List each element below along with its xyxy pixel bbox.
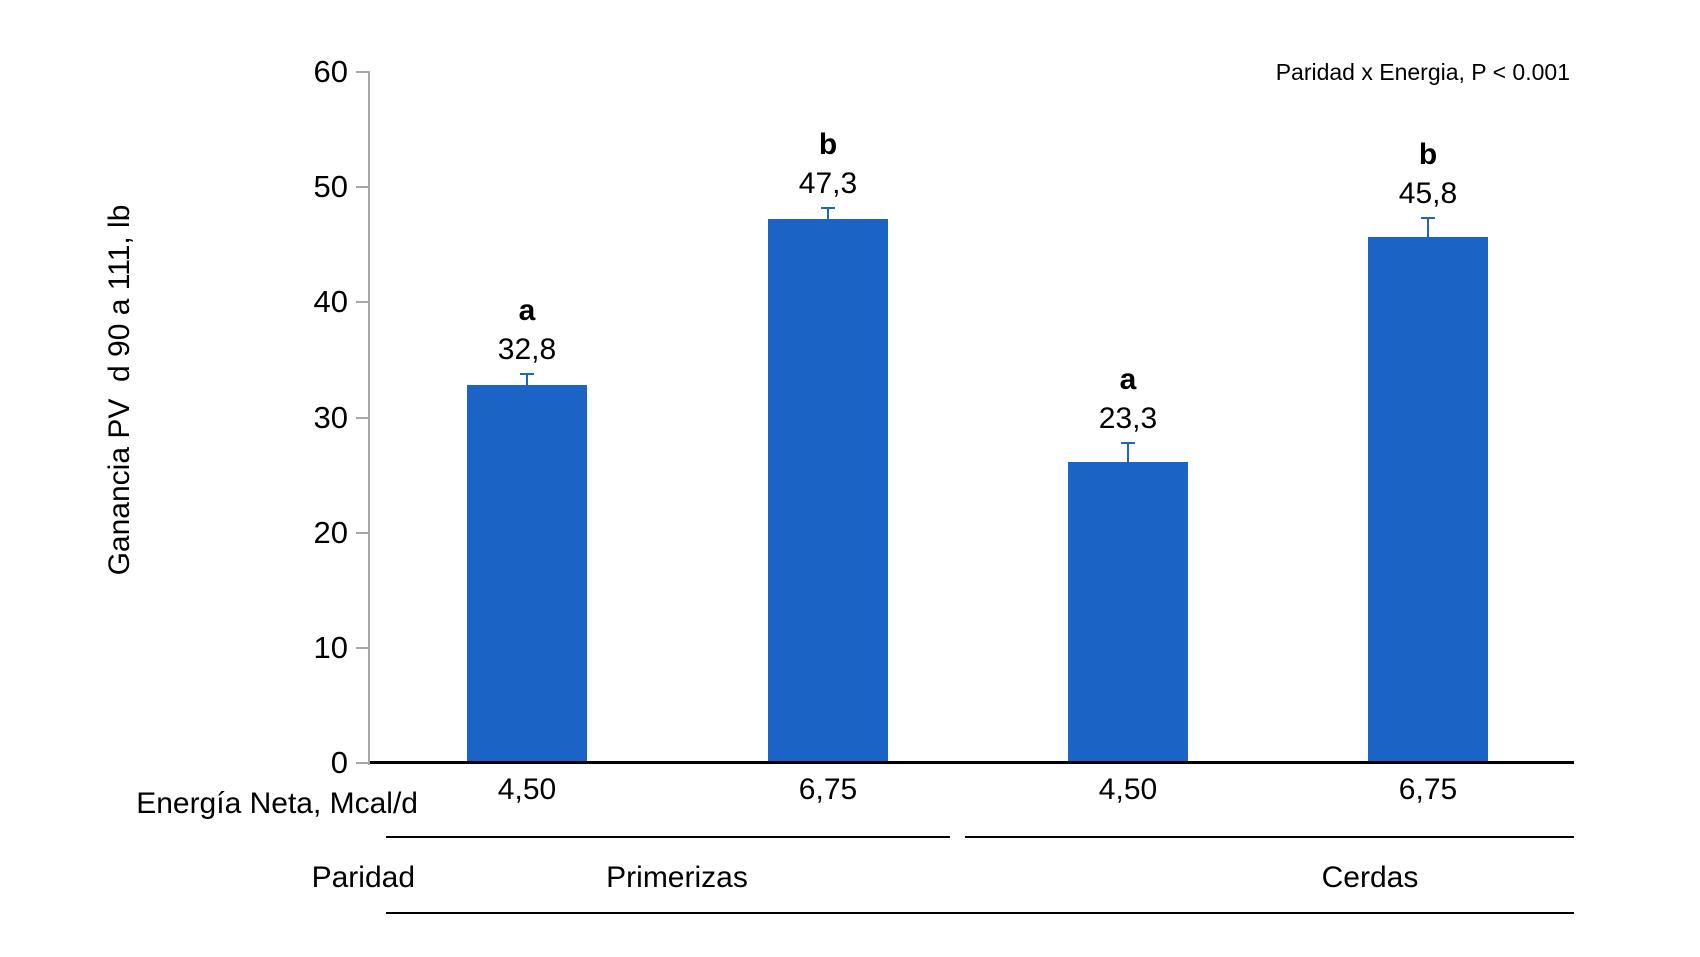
bar-2 (768, 219, 888, 763)
group-label-cerdas: Cerdas (1321, 861, 1419, 894)
parity-row-underline (386, 912, 1574, 914)
error-bar-line (827, 207, 829, 220)
y-tick-label: 50 (313, 169, 348, 205)
y-axis-line (368, 72, 370, 765)
y-tick-mark (356, 531, 370, 534)
significance-letter: a (518, 293, 536, 327)
energy-tick-label: 4,50 (1098, 773, 1158, 806)
group-label-primerizas: Primerizas (606, 861, 748, 894)
error-bar-line (526, 373, 528, 386)
stats-annotation: Paridad x Energia, P < 0.001 (1275, 59, 1570, 85)
y-axis-title: Ganancia PV d 90 a 111, lb (103, 204, 136, 576)
error-bar-cap (1121, 441, 1135, 444)
significance-letter: b (818, 127, 838, 161)
y-tick-mark (356, 646, 370, 649)
significance-letter: b (1418, 138, 1438, 172)
bar-value-label: 23,3 (1098, 401, 1158, 435)
bar-1 (467, 385, 587, 763)
group-underline-cerdas (965, 836, 1574, 838)
x-axis-line (370, 761, 1574, 764)
energy-tick-label: 4,50 (497, 773, 557, 806)
error-bar-cap (520, 372, 534, 375)
energy-tick-label: 6,75 (1398, 773, 1458, 806)
significance-letter: a (1119, 362, 1137, 396)
bar-value-label: 45,8 (1398, 177, 1458, 211)
y-tick-mark (356, 186, 370, 189)
energy-row-label: Energía Neta, Mcal/d (136, 787, 418, 820)
y-tick-label: 20 (313, 514, 348, 550)
y-tick-label: 60 (313, 54, 348, 89)
y-tick-label: 0 (330, 745, 348, 780)
error-bar-line (1127, 442, 1129, 463)
bar-value-label: 47,3 (798, 166, 858, 200)
y-tick-mark (356, 762, 370, 764)
error-bar-cap (821, 206, 835, 209)
bar-4 (1368, 236, 1488, 763)
error-bar-cap (1421, 217, 1435, 220)
group-underline-primerizas (386, 836, 950, 838)
y-tick-label: 10 (313, 629, 348, 665)
y-tick-label: 40 (313, 284, 348, 320)
y-tick-label: 30 (313, 399, 348, 435)
error-bar-line (1427, 218, 1429, 237)
y-tick-mark (356, 416, 370, 419)
energy-tick-label: 6,75 (798, 773, 858, 806)
y-tick-mark (356, 301, 370, 304)
parity-row-label: Paridad (311, 861, 415, 894)
bar-3 (1068, 462, 1188, 763)
bar-value-label: 32,8 (497, 332, 557, 366)
y-tick-mark (356, 71, 370, 73)
